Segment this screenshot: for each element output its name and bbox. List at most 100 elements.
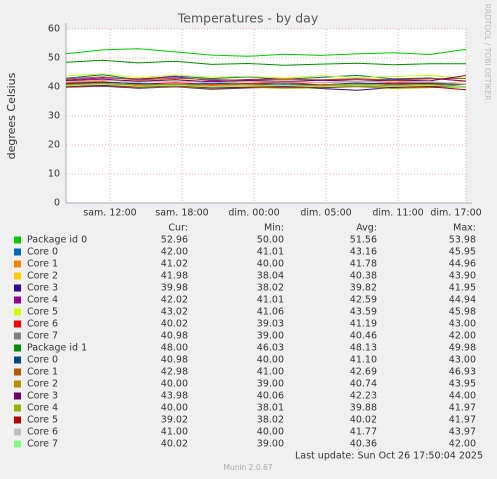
legend-stat: 43.59	[350, 307, 377, 318]
legend-swatch	[14, 416, 21, 424]
legend-stat: 40.74	[350, 379, 377, 390]
legend-stat: 39.00	[257, 379, 284, 390]
legend-swatch	[14, 236, 21, 244]
legend-stat: 43.90	[449, 271, 476, 282]
legend-stat: 39.82	[350, 283, 377, 294]
legend-stat: 44.96	[449, 259, 476, 270]
legend-name: Core 2	[27, 379, 58, 390]
x-tick-label: dim. 05:00	[300, 208, 351, 219]
legend-stat: 46.03	[257, 343, 284, 354]
legend-stat: 43.95	[449, 379, 476, 390]
x-tick-label: sam. 18:00	[155, 208, 208, 219]
legend-swatch	[14, 284, 21, 292]
series-line	[65, 81, 467, 86]
legend-stat: 39.98	[161, 283, 188, 294]
legend-stat: 41.00	[257, 367, 284, 378]
legend-stat: 42.00	[449, 439, 476, 450]
legend-swatch	[14, 356, 21, 364]
legend-stat: 40.02	[350, 415, 377, 426]
legend-stat: 44.94	[449, 295, 476, 306]
chart-title: Temperatures - by day	[177, 11, 319, 26]
legend-header: Cur:	[168, 223, 188, 234]
legend-name: Core 0	[27, 355, 58, 366]
legend-stat: 39.03	[257, 319, 284, 330]
y-tick-label: 40	[48, 82, 60, 93]
legend-stat: 38.01	[257, 403, 284, 414]
legend-stat: 43.00	[449, 319, 476, 330]
legend-stat: 41.95	[449, 283, 476, 294]
legend-stat: 41.06	[257, 307, 284, 318]
legend-stat: 45.95	[449, 247, 476, 258]
legend-stat: 41.02	[161, 259, 188, 270]
legend-name: Core 7	[27, 331, 58, 342]
legend-name: Package id 0	[27, 235, 87, 246]
legend-swatch	[14, 308, 21, 316]
legend-stat: 48.13	[350, 343, 377, 354]
legend-name: Core 1	[27, 259, 58, 270]
legend-stat: 42.00	[449, 331, 476, 342]
legend-stat: 39.02	[161, 415, 188, 426]
legend-name: Core 4	[27, 295, 58, 306]
legend-stat: 41.10	[350, 355, 377, 366]
legend-stat: 46.93	[449, 367, 476, 378]
y-tick-label: 30	[48, 111, 60, 122]
y-tick-label: 20	[48, 140, 60, 151]
x-tick-label: dim. 11:00	[372, 208, 423, 219]
legend-stat: 53.98	[449, 235, 476, 246]
legend-name: Core 5	[27, 307, 58, 318]
legend-name: Core 6	[27, 427, 58, 438]
legend-stat: 49.98	[449, 343, 476, 354]
legend-header: Avg:	[356, 223, 377, 234]
legend-stat: 43.97	[449, 427, 476, 438]
legend-stat: 39.00	[257, 439, 284, 450]
x-tick-label: dim. 17:00	[430, 208, 481, 219]
legend-stat: 40.02	[161, 319, 188, 330]
series-line	[65, 48, 467, 57]
legend-stat: 40.98	[161, 331, 188, 342]
legend-stat: 40.00	[257, 427, 284, 438]
x-tick-label: sam. 12:00	[83, 208, 136, 219]
legend-stat: 50.00	[257, 235, 284, 246]
series-line	[65, 84, 467, 91]
legend-stat: 42.69	[350, 367, 377, 378]
legend-swatch	[14, 368, 21, 376]
footer: Munin 2.0.67	[223, 463, 272, 472]
x-tick-label: dim. 00:00	[228, 208, 279, 219]
legend-stat: 40.00	[161, 403, 188, 414]
legend-swatch	[14, 320, 21, 328]
legend-swatch	[14, 296, 21, 304]
legend-name: Core 2	[27, 271, 58, 282]
series-line	[65, 75, 467, 83]
legend-stat: 40.00	[257, 355, 284, 366]
legend-header: Min:	[264, 223, 284, 234]
legend-stat: 51.56	[350, 235, 377, 246]
legend-stat: 39.00	[257, 331, 284, 342]
legend-stat: 40.06	[257, 391, 284, 402]
legend-stat: 44.00	[449, 391, 476, 402]
y-tick-label: 50	[48, 53, 60, 64]
legend-stat: 41.00	[161, 427, 188, 438]
legend-stat: 42.98	[161, 367, 188, 378]
legend-stat: 40.02	[161, 439, 188, 450]
legend-stat: 41.98	[161, 271, 188, 282]
y-tick-label: 60	[48, 24, 60, 35]
series-line	[65, 73, 467, 79]
series-line	[65, 82, 467, 88]
legend-name: Core 0	[27, 247, 58, 258]
legend-stat: 40.38	[350, 271, 377, 282]
legend-stat: 42.23	[350, 391, 377, 402]
legend-swatch	[14, 380, 21, 388]
legend-stat: 42.00	[161, 247, 188, 258]
legend-stat: 43.98	[161, 391, 188, 402]
legend-name: Core 5	[27, 415, 58, 426]
legend-swatch	[14, 248, 21, 256]
legend-stat: 43.00	[449, 355, 476, 366]
legend-swatch	[14, 332, 21, 340]
legend-swatch	[14, 392, 21, 400]
legend-name: Core 7	[27, 439, 58, 450]
legend-name: Core 6	[27, 319, 58, 330]
legend-stat: 45.98	[449, 307, 476, 318]
legend-stat: 40.00	[161, 379, 188, 390]
legend-stat: 41.97	[449, 415, 476, 426]
